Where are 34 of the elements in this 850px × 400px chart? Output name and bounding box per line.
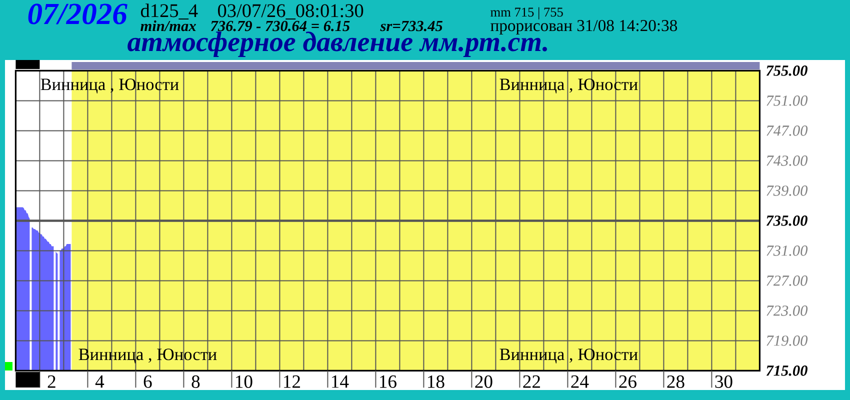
x-tick-label: 8: [192, 375, 200, 388]
x-tick-label: 4: [95, 375, 104, 388]
y-tick-label: 731.00: [766, 246, 808, 256]
y-tick-label: 739.00: [766, 186, 808, 196]
y-tick-label: 743.00: [766, 156, 808, 166]
x-tick-label: 18: [428, 375, 444, 388]
text: 736.79 - 730.64 = 6.15: [210, 20, 350, 32]
x-tick-label: 24: [571, 375, 589, 388]
y-tick-label: 715.00: [766, 366, 808, 376]
x-tick-label: 26: [619, 375, 636, 388]
y-tick-label: 751.00: [766, 96, 808, 106]
x-tick-label: 6: [144, 375, 152, 388]
text: sr=733.45: [380, 20, 442, 32]
text: mm 715 | 755: [490, 7, 563, 20]
chart-title: 07/2026: [28, 4, 128, 24]
y-tick-label: 747.00: [766, 126, 808, 136]
x-tick-label: 2: [48, 375, 56, 388]
text: 03/07/26_08:01:30: [218, 4, 364, 20]
x-tick-label: 16: [380, 375, 396, 388]
x-tick-label: 22: [523, 375, 540, 388]
y-tick-label: 723.00: [766, 306, 808, 316]
x-tick-label: 10: [236, 375, 252, 388]
text: min/max: [140, 20, 196, 32]
x-tick-label: 30: [715, 375, 732, 388]
y-tick-label: 727.00: [766, 276, 808, 286]
y-tick-label: 755.00: [766, 66, 808, 76]
y-tick-label: 719.00: [766, 336, 808, 346]
x-tick-label: 20: [475, 375, 492, 388]
text: d125_4: [140, 4, 198, 20]
x-tick-label: 28: [667, 375, 684, 388]
x-tick-label: 12: [284, 375, 300, 388]
text: прорисован 31/08 14:20:38: [490, 20, 678, 35]
x-tick-label: 14: [332, 375, 349, 388]
y-tick-label: 735.00: [766, 216, 808, 226]
